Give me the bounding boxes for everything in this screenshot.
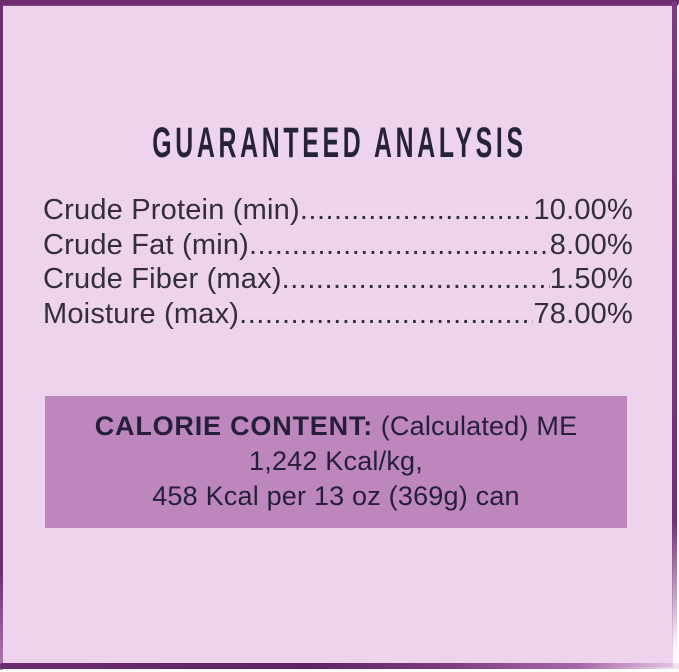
nutrient-label: Moisture (max) <box>43 297 240 330</box>
nutrient-value: 78.00% <box>533 297 633 330</box>
calorie-heading-rest: (Calculated) ME <box>373 411 578 441</box>
nutrient-label: Crude Protein (min) <box>43 194 300 226</box>
nutrient-value: 1.50% <box>549 263 633 295</box>
label-background <box>2 4 673 667</box>
guaranteed-analysis-table: Crude Protein (min) 10.00% Crude Fat (min… <box>43 193 633 331</box>
table-row: Crude Fat (min) 8.00% <box>43 228 633 263</box>
nutrient-value: 10.00% <box>533 194 633 226</box>
calorie-heading: CALORIE CONTENT: <box>94 411 374 441</box>
dot-leader <box>239 297 533 332</box>
nutrient-label: Crude Fiber (max) <box>43 263 282 295</box>
guaranteed-analysis-title: GUARANTEED ANALYSIS <box>152 119 527 167</box>
table-row: Moisture (max) 78.00% <box>43 297 633 332</box>
calorie-heading-line: CALORIE CONTENT: (Calculated) ME <box>45 409 627 444</box>
table-row: Crude Fiber (max) 1.50% <box>43 262 633 297</box>
dot-leader <box>282 262 550 297</box>
dot-leader <box>249 228 550 263</box>
nutrient-value: 8.00% <box>549 228 633 261</box>
nutrient-label: Crude Fat (min) <box>43 228 250 261</box>
calorie-content-box: CALORIE CONTENT: (Calculated) ME 1,242 K… <box>45 396 627 528</box>
calorie-kcal-per-kg: 1,242 Kcal/kg, <box>249 446 423 476</box>
dot-leader <box>300 193 534 228</box>
calorie-kcal-per-can: 458 Kcal per 13 oz (369g) can <box>152 481 520 511</box>
guaranteed-analysis-header: GUARANTEED ANALYSIS <box>0 119 679 166</box>
table-row: Crude Protein (min) 10.00% <box>43 193 633 228</box>
